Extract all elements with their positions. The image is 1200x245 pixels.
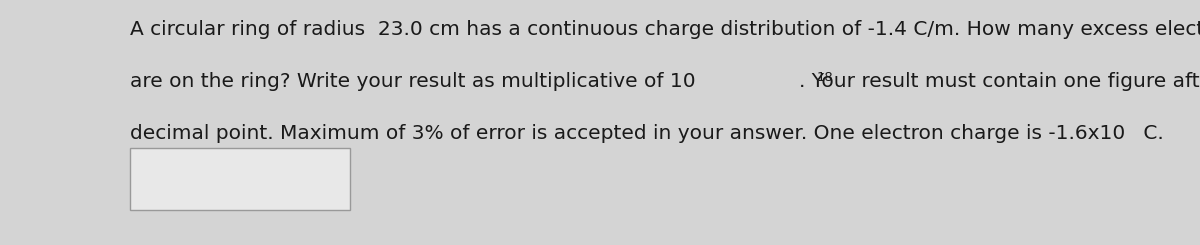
Text: 18: 18 bbox=[816, 71, 833, 84]
Text: A circular ring of radius  23.0 cm has a continuous charge distribution of -1.4 : A circular ring of radius 23.0 cm has a … bbox=[130, 20, 1200, 39]
Text: are on the ring? Write your result as multiplicative of 10: are on the ring? Write your result as mu… bbox=[130, 73, 696, 91]
Text: decimal point. Maximum of 3% of error is accepted in your answer. One electron c: decimal point. Maximum of 3% of error is… bbox=[130, 124, 1126, 143]
Text: C.: C. bbox=[1138, 124, 1164, 143]
Bar bbox=[130, 148, 350, 210]
Text: . Your result must contain one figure after the: . Your result must contain one figure af… bbox=[799, 73, 1200, 91]
